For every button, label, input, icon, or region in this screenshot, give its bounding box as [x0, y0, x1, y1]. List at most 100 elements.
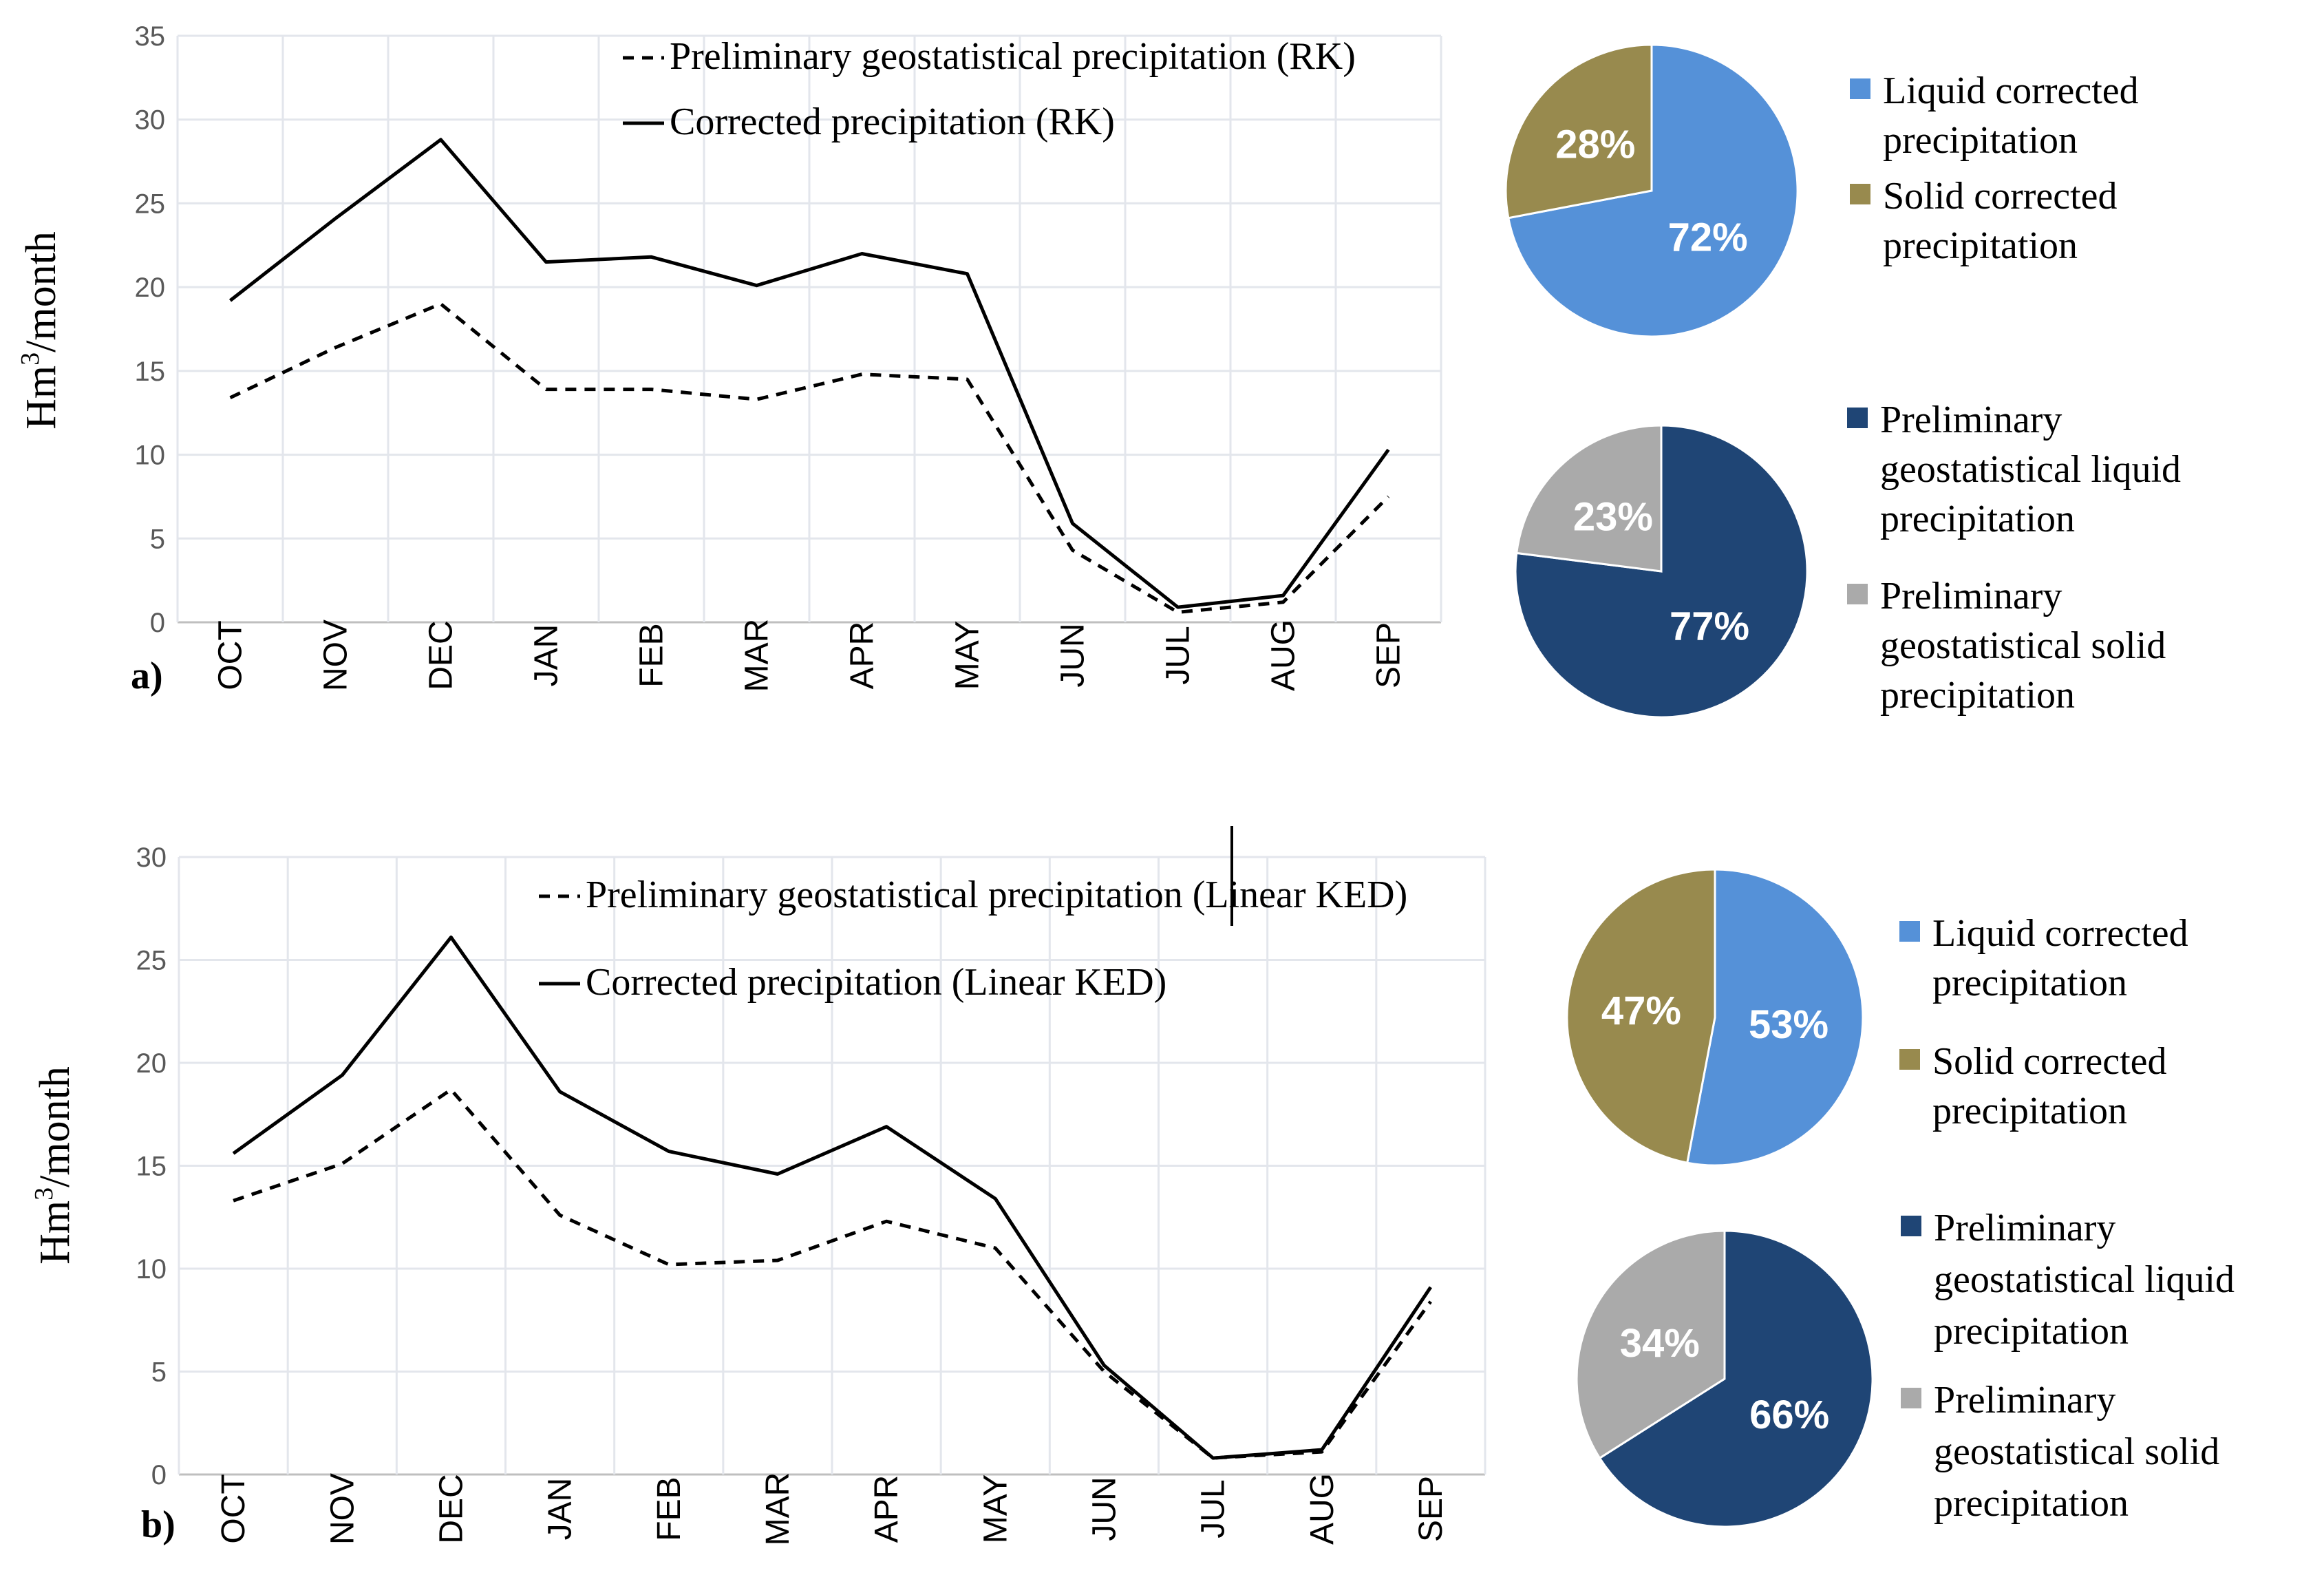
legend-swatch: [1847, 584, 1868, 604]
legend-item-text: precipitation: [1880, 498, 2075, 540]
data-point: [450, 1089, 451, 1090]
legend-swatch: [1847, 408, 1868, 428]
legend-item-text: precipitation: [1934, 1482, 2129, 1525]
y-tick-label: 0: [151, 1460, 167, 1490]
pie-slice: [1575, 1229, 1726, 1460]
x-tick-label: FEB: [651, 1477, 687, 1541]
legend-item-text: Solid corrected: [1883, 175, 2118, 218]
y-tick-label: 15: [135, 357, 166, 387]
legend-swatch: [1850, 184, 1870, 204]
pie-legend-2: Preliminary geostatistical liquid precipit…: [1847, 399, 2181, 717]
legend-swatch: [1850, 78, 1870, 99]
data-point: [756, 399, 758, 400]
legend-item-text: geostatistical liquid: [1880, 448, 2181, 491]
panel-label: b): [141, 1503, 175, 1546]
y-tick-label: 30: [136, 843, 167, 873]
pie-chart-2: 77% 23%: [1514, 424, 1809, 719]
legend-item-text: precipitation: [1932, 962, 2127, 1004]
x-tick-label: DEC: [433, 1474, 469, 1543]
y-tick-label: 25: [135, 189, 166, 219]
x-tick-label: JUL: [1160, 626, 1197, 684]
data-point: [1177, 611, 1179, 613]
pie-slice: [1566, 868, 1716, 1164]
legend-item-text: geostatistical solid: [1934, 1430, 2219, 1473]
y-tick-label: 10: [136, 1254, 167, 1284]
legend-swatch: [1899, 1049, 1920, 1070]
pie-slice: [1504, 43, 1653, 220]
legend-item-text: precipitation: [1932, 1090, 2127, 1132]
legend-item-text: precipitation: [1934, 1310, 2129, 1353]
pie-slice-label: 34%: [1620, 1321, 1700, 1366]
series-line-corrected: [228, 138, 1390, 609]
y-tick-label: 30: [135, 105, 166, 136]
x-tick-label: MAY: [950, 621, 986, 690]
pie-slice-label: 28%: [1555, 122, 1635, 167]
pie-slice: [1515, 424, 1663, 573]
y-tick-label: 25: [136, 946, 167, 976]
x-tick-label: OCT: [213, 620, 249, 690]
x-tick-label: FEB: [634, 623, 670, 687]
x-tick-label: JUL: [1195, 1479, 1232, 1538]
y-axis-label: Hm3/month: [16, 231, 65, 430]
x-tick-label: SEP: [1413, 1476, 1449, 1542]
pie-slice-label: 53%: [1749, 1002, 1829, 1047]
series-line-corrected: [232, 935, 1432, 1460]
y-tick-label: 0: [150, 608, 165, 638]
x-tick-label: AUG: [1266, 620, 1302, 691]
pie-slice: [1685, 868, 1864, 1167]
pie-chart-3: 53% 47%: [1566, 868, 1864, 1167]
y-axis-label-sup: 3: [30, 1187, 58, 1201]
pie-legend-3: Liquid corrected precipitation Solid corre…: [1899, 912, 2188, 1132]
legend-swatch: [1901, 1216, 1921, 1236]
y-tick-label: 15: [136, 1152, 167, 1182]
pie-slice: [1507, 43, 1799, 338]
x-tick-label: SEP: [1371, 622, 1407, 688]
legend-item-text: precipitation: [1883, 119, 2078, 162]
pie-slice: [1598, 1229, 1874, 1528]
y-axis-label-part: /month: [32, 1066, 78, 1187]
x-tick-label: JUN: [1055, 623, 1091, 687]
pie-chart-4: 66% 34%: [1575, 1229, 1874, 1528]
pie-slice-label: 23%: [1573, 494, 1653, 539]
x-tick-label: MAR: [739, 619, 776, 692]
pie-slice-label: 72%: [1668, 215, 1748, 260]
legend-item-text: Preliminary: [1880, 575, 2062, 617]
x-tick-label: DEC: [423, 620, 460, 690]
legend-item-text: Preliminary: [1934, 1207, 2115, 1249]
legend-item-text: precipitation: [1880, 674, 2075, 717]
pie-legend-1: Liquid corrected precipitation Solid corre…: [1850, 70, 2139, 267]
x-tick-label: MAY: [977, 1474, 1014, 1543]
y-tick-label: 35: [135, 21, 166, 52]
legend-item-text: geostatistical solid: [1880, 624, 2166, 667]
data-point: [668, 1264, 670, 1265]
x-tick-label: JAN: [529, 624, 565, 687]
y-tick-label: 20: [136, 1048, 167, 1079]
pie-slice-label: 66%: [1749, 1393, 1829, 1437]
x-tick-label: JUN: [1086, 1477, 1122, 1541]
x-tick-label: MAR: [760, 1472, 796, 1546]
y-axis-label-part: /month: [18, 231, 65, 352]
panel-label: a): [131, 655, 163, 697]
y-axis-label-part: Hm: [32, 1201, 78, 1265]
legend-item-text: Solid corrected: [1932, 1040, 2167, 1083]
x-tick-label: APR: [844, 622, 881, 690]
legend-item-text: geostatistical liquid: [1934, 1258, 2235, 1301]
legend-item-text: Preliminary: [1880, 399, 2062, 441]
x-tick-label: AUG: [1304, 1473, 1341, 1545]
y-axis-label-sup: 3: [16, 352, 45, 366]
pie-legend-4: Preliminary geostatistical liquid precipit…: [1901, 1207, 2235, 1525]
y-axis-label-part: Hm: [18, 366, 65, 430]
y-tick-label: 5: [150, 524, 165, 554]
pie-slice-label: 77%: [1670, 604, 1749, 649]
legend-item-text: precipitation: [1883, 224, 2078, 267]
legend-label-0: Preliminary geostatistical precipitation…: [670, 35, 1356, 78]
y-tick-label: 20: [135, 273, 166, 303]
y-tick-label: 5: [151, 1357, 167, 1388]
line-chart-b: 0 5 10 15 20 25 30 OCT NOV DEC JAN FEB MAR APR MAY JUN J…: [30, 843, 1486, 1546]
x-tick-label: APR: [868, 1475, 905, 1543]
legend-swatch: [1901, 1388, 1921, 1408]
legend-swatch: [1899, 921, 1920, 942]
series-line-preliminary: [233, 1088, 1432, 1460]
